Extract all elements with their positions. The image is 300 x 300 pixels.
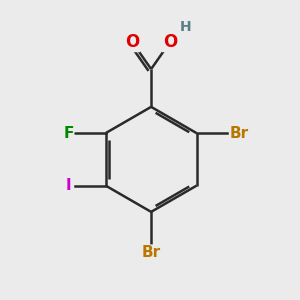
Text: H: H [180, 20, 191, 34]
Text: O: O [163, 33, 177, 51]
Text: F: F [63, 126, 74, 141]
Text: O: O [125, 33, 140, 51]
Text: Br: Br [142, 245, 161, 260]
Text: I: I [66, 178, 71, 193]
Text: Br: Br [230, 126, 249, 141]
